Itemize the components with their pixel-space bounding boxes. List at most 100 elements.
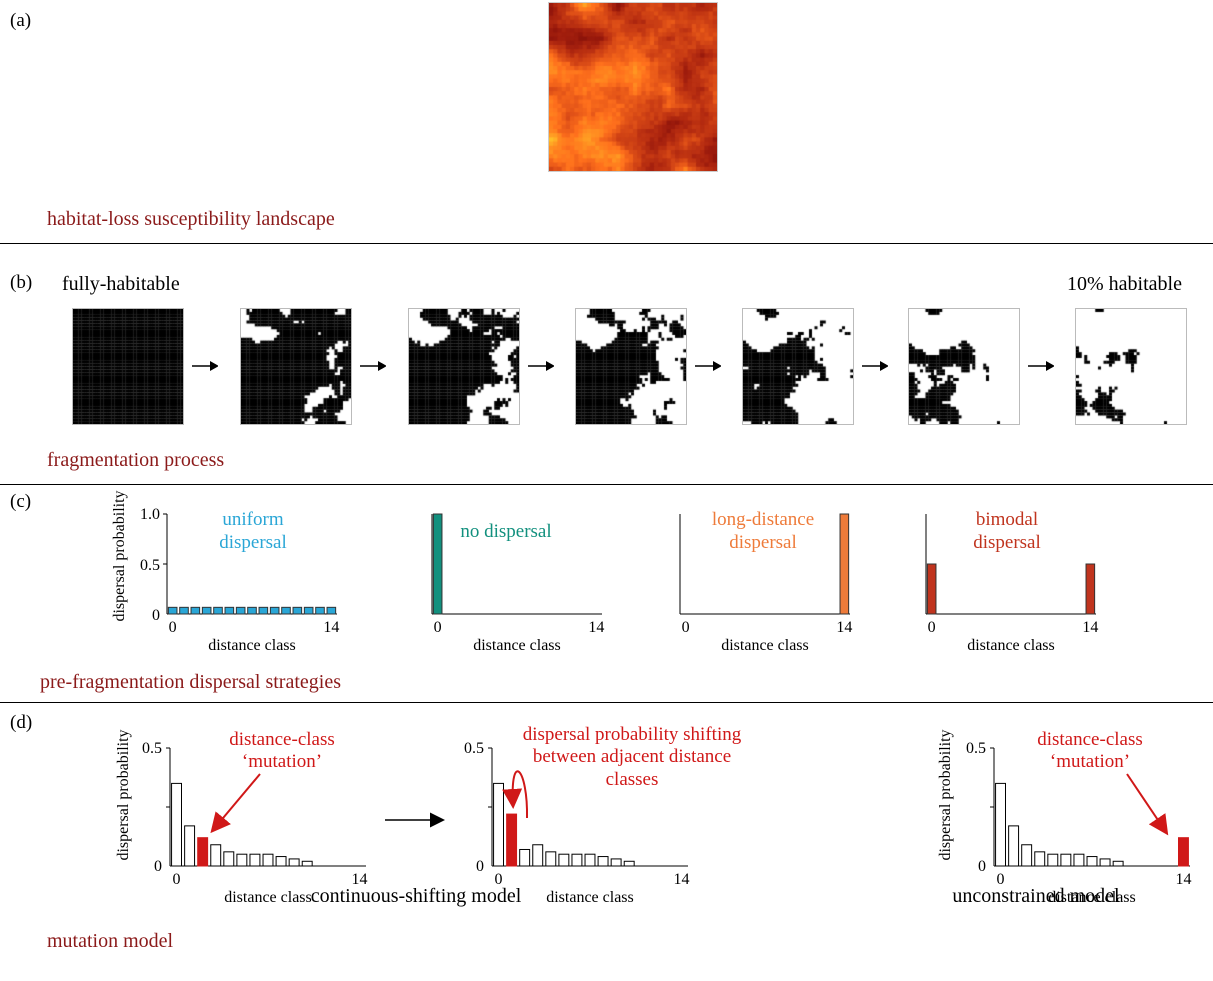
d-chart-3-bar-6 xyxy=(1073,853,1085,867)
dispersal-strategies-charts: 0 14 distance class 0 14 distance class 0 14 dis… xyxy=(111,490,1098,654)
c-chart-1-bar-1 xyxy=(179,606,189,615)
c-chart-1-bar-7 xyxy=(247,606,257,615)
d-chart-3-xtick-0: 0 xyxy=(997,871,1005,888)
fragmentation-map-7 xyxy=(1075,308,1187,425)
d-chart-1-bar-9 xyxy=(288,858,300,867)
d-chart-2-bar-10 xyxy=(623,860,635,867)
susceptibility-landscape-image xyxy=(548,2,718,172)
panel-c-label: (c) xyxy=(10,491,32,512)
c-chart-4-bar-14 xyxy=(1085,563,1096,615)
fragmentation-map-canvas-2 xyxy=(241,309,351,424)
c-chart-1-bar-9 xyxy=(269,606,280,615)
c-chart-3-xtick-14: 14 xyxy=(836,619,852,636)
d-chart-3-bar-5 xyxy=(1060,853,1072,867)
c-chart-1-bar-2 xyxy=(190,606,201,615)
fragmentation-map-1 xyxy=(72,308,184,425)
d-chart-1-bar-1 xyxy=(184,825,196,867)
d-chart-1-bar-3 xyxy=(210,844,222,867)
d-chart-1-xtick-14: 14 xyxy=(351,871,367,888)
c-ytick-0: 0 xyxy=(152,607,160,624)
c-chart-1-bar-3 xyxy=(201,606,212,615)
long-distance-title-1: long-distance xyxy=(712,509,814,530)
fragmentation-map-canvas-6 xyxy=(909,309,1019,424)
fragmentation-arrow-6 xyxy=(1028,361,1054,371)
c-chart-2-xlabel: distance class xyxy=(473,637,561,654)
d-chart-2-bar-6 xyxy=(571,853,583,867)
susceptibility-landscape-canvas xyxy=(549,3,717,171)
c-chart-1-bar-14 xyxy=(326,606,337,615)
c-ytick-1: 1.0 xyxy=(140,506,160,523)
c-chart-4-xlabel: distance class xyxy=(967,637,1055,654)
fragmentation-map-canvas-7 xyxy=(1076,309,1186,424)
d-chart-1-bar-2 xyxy=(197,837,209,867)
fragmentation-map-3 xyxy=(408,308,520,425)
c-chart-1-bar-10 xyxy=(281,606,291,615)
panel-b-label: (b) xyxy=(10,272,33,293)
d-chart-2-bar-5 xyxy=(558,853,570,867)
c-chart-1-bar-13 xyxy=(315,606,325,615)
mutation-arrow-left xyxy=(210,773,261,834)
d-chart-3-bar-8 xyxy=(1099,858,1111,867)
d-chart-3-bar-1 xyxy=(1008,825,1020,867)
panel-c-caption: pre-fragmentation dispersal strategies xyxy=(40,671,341,693)
c-chart-1-bar-11 xyxy=(292,606,303,615)
d-chart-1-bar-8 xyxy=(275,856,287,867)
d-chart-3-bar-9 xyxy=(1112,860,1124,867)
c-chart-1-bar-5 xyxy=(224,606,235,615)
d-chart-1-ylabel-tick-1: 0.5 xyxy=(142,740,162,757)
c-chart-1-bar-8 xyxy=(258,606,269,615)
fragmentation-map-5 xyxy=(742,308,854,425)
c-chart-4-bar-0 xyxy=(926,563,937,615)
d-chart-3-bar-14 xyxy=(1178,837,1189,867)
fragmentation-map-canvas-4 xyxy=(576,309,686,424)
d-chart-2-xtick-0: 0 xyxy=(495,871,503,888)
unconstrained-model-label: unconstrained model xyxy=(952,885,1120,907)
d-chart-2-xlabel: distance class xyxy=(546,889,634,906)
d-chart-2-bar-3 xyxy=(532,844,544,867)
fully-habitable-label: fully-habitable xyxy=(62,273,180,295)
d-chart-1-bar-5 xyxy=(236,853,248,867)
fragmentation-map-6 xyxy=(908,308,1020,425)
d-chart-2-bar-9 xyxy=(610,858,622,867)
c-chart-1-bar-12 xyxy=(303,606,314,615)
fragmentation-arrow-1 xyxy=(192,361,218,371)
panel-d-label: (d) xyxy=(10,712,33,733)
mutation-annotation-left-2: ‘mutation’ xyxy=(242,751,322,772)
d-ylabel-right: dispersal probability xyxy=(937,729,954,860)
d-chart-3-bar-0 xyxy=(995,782,1006,867)
shift-annotation-2: between adjacent distance xyxy=(533,746,731,767)
fragmentation-arrow-5 xyxy=(862,361,888,371)
mutation-arrow-right xyxy=(1126,773,1169,836)
c-chart-1-xtick-14: 14 xyxy=(323,619,339,636)
c-chart-1-xlabel: distance class xyxy=(208,637,296,654)
d-chart-3-xtick-14: 14 xyxy=(1175,871,1191,888)
c-chart-3-xlabel: distance class xyxy=(721,637,809,654)
panel-a-label: (a) xyxy=(10,10,32,31)
d-chart-1-bar-6 xyxy=(249,853,261,867)
divider-b-c xyxy=(0,484,1213,485)
ten-percent-habitable-label: 10% habitable xyxy=(1067,273,1182,295)
fragmentation-arrow-3 xyxy=(528,361,554,371)
d-chart-3-bar-2 xyxy=(1021,844,1033,867)
d-chart-2-bar-4 xyxy=(545,851,557,867)
d-chart-1-bar-10 xyxy=(301,860,313,867)
mutation-annotation-right-2: ‘mutation’ xyxy=(1050,751,1130,772)
c-chart-4-xtick-14: 14 xyxy=(1082,619,1098,636)
fragmentation-map-canvas-1 xyxy=(73,309,183,424)
fragmentation-arrow-2 xyxy=(360,361,386,371)
c-chart-1-xtick-0: 0 xyxy=(169,619,177,636)
divider-a-b xyxy=(0,243,1213,244)
d-chart-2-bar-8 xyxy=(597,856,609,867)
d-chart-1-ylabel-tick-0: 0 xyxy=(154,858,162,875)
d-chart-1-xlabel: distance class xyxy=(224,889,312,906)
d-chart-1-bar-7 xyxy=(262,853,274,867)
d-chart-3-bar-4 xyxy=(1047,853,1059,867)
uniform-dispersal-title-2: dispersal xyxy=(219,532,287,553)
d-chart-3-ylabel-tick-1: 0.5 xyxy=(966,740,986,757)
d-chart-2-xtick-14: 14 xyxy=(673,871,689,888)
d-chart-3-bar-7 xyxy=(1086,856,1098,867)
c-chart-2-xtick-14: 14 xyxy=(588,619,604,636)
d-chart-3-xlabel: distance class xyxy=(1048,889,1136,906)
d-chart-1-xtick-0: 0 xyxy=(173,871,181,888)
bimodal-title-2: dispersal xyxy=(973,532,1041,553)
